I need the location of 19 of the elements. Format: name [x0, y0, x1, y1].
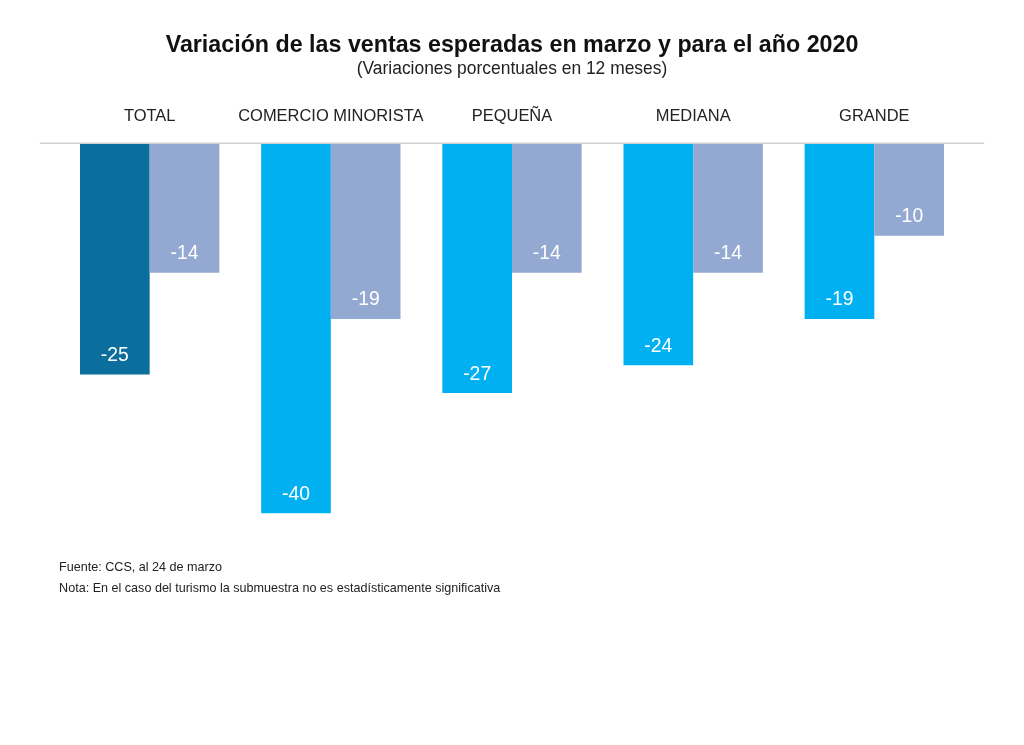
chart-title: Variación de las ventas esperadas en marzo y para el año 2020 [165, 31, 859, 58]
x-tick-label: GRANDE [839, 105, 910, 124]
x-tick-label: COMERCIO MINORISTA [238, 105, 424, 124]
data-label: -40 [282, 481, 311, 504]
x-tick-label: PEQUEÑA [471, 104, 553, 124]
x-tick-label: TOTAL [123, 105, 176, 124]
data-label: -14 [714, 241, 743, 264]
text: Nota: En el caso del turismo la submuestra no es estadísticamente significativa [59, 580, 501, 595]
data-label: -10 [895, 204, 924, 227]
data-label: -19 [351, 287, 380, 310]
x-tick-label: MEDIANA [655, 105, 731, 124]
data-label: -27 [463, 361, 492, 384]
data-label: -25 [100, 343, 129, 366]
chart-subtitle: (Variaciones porcentuales en 12 meses) [356, 57, 668, 78]
data-label: -14 [532, 241, 562, 264]
data-label: -24 [644, 333, 673, 356]
data-label: -14 [170, 241, 199, 264]
data-label: -19 [825, 287, 854, 310]
source-note: Fuente: CCS, al 24 de marzo [59, 559, 222, 574]
